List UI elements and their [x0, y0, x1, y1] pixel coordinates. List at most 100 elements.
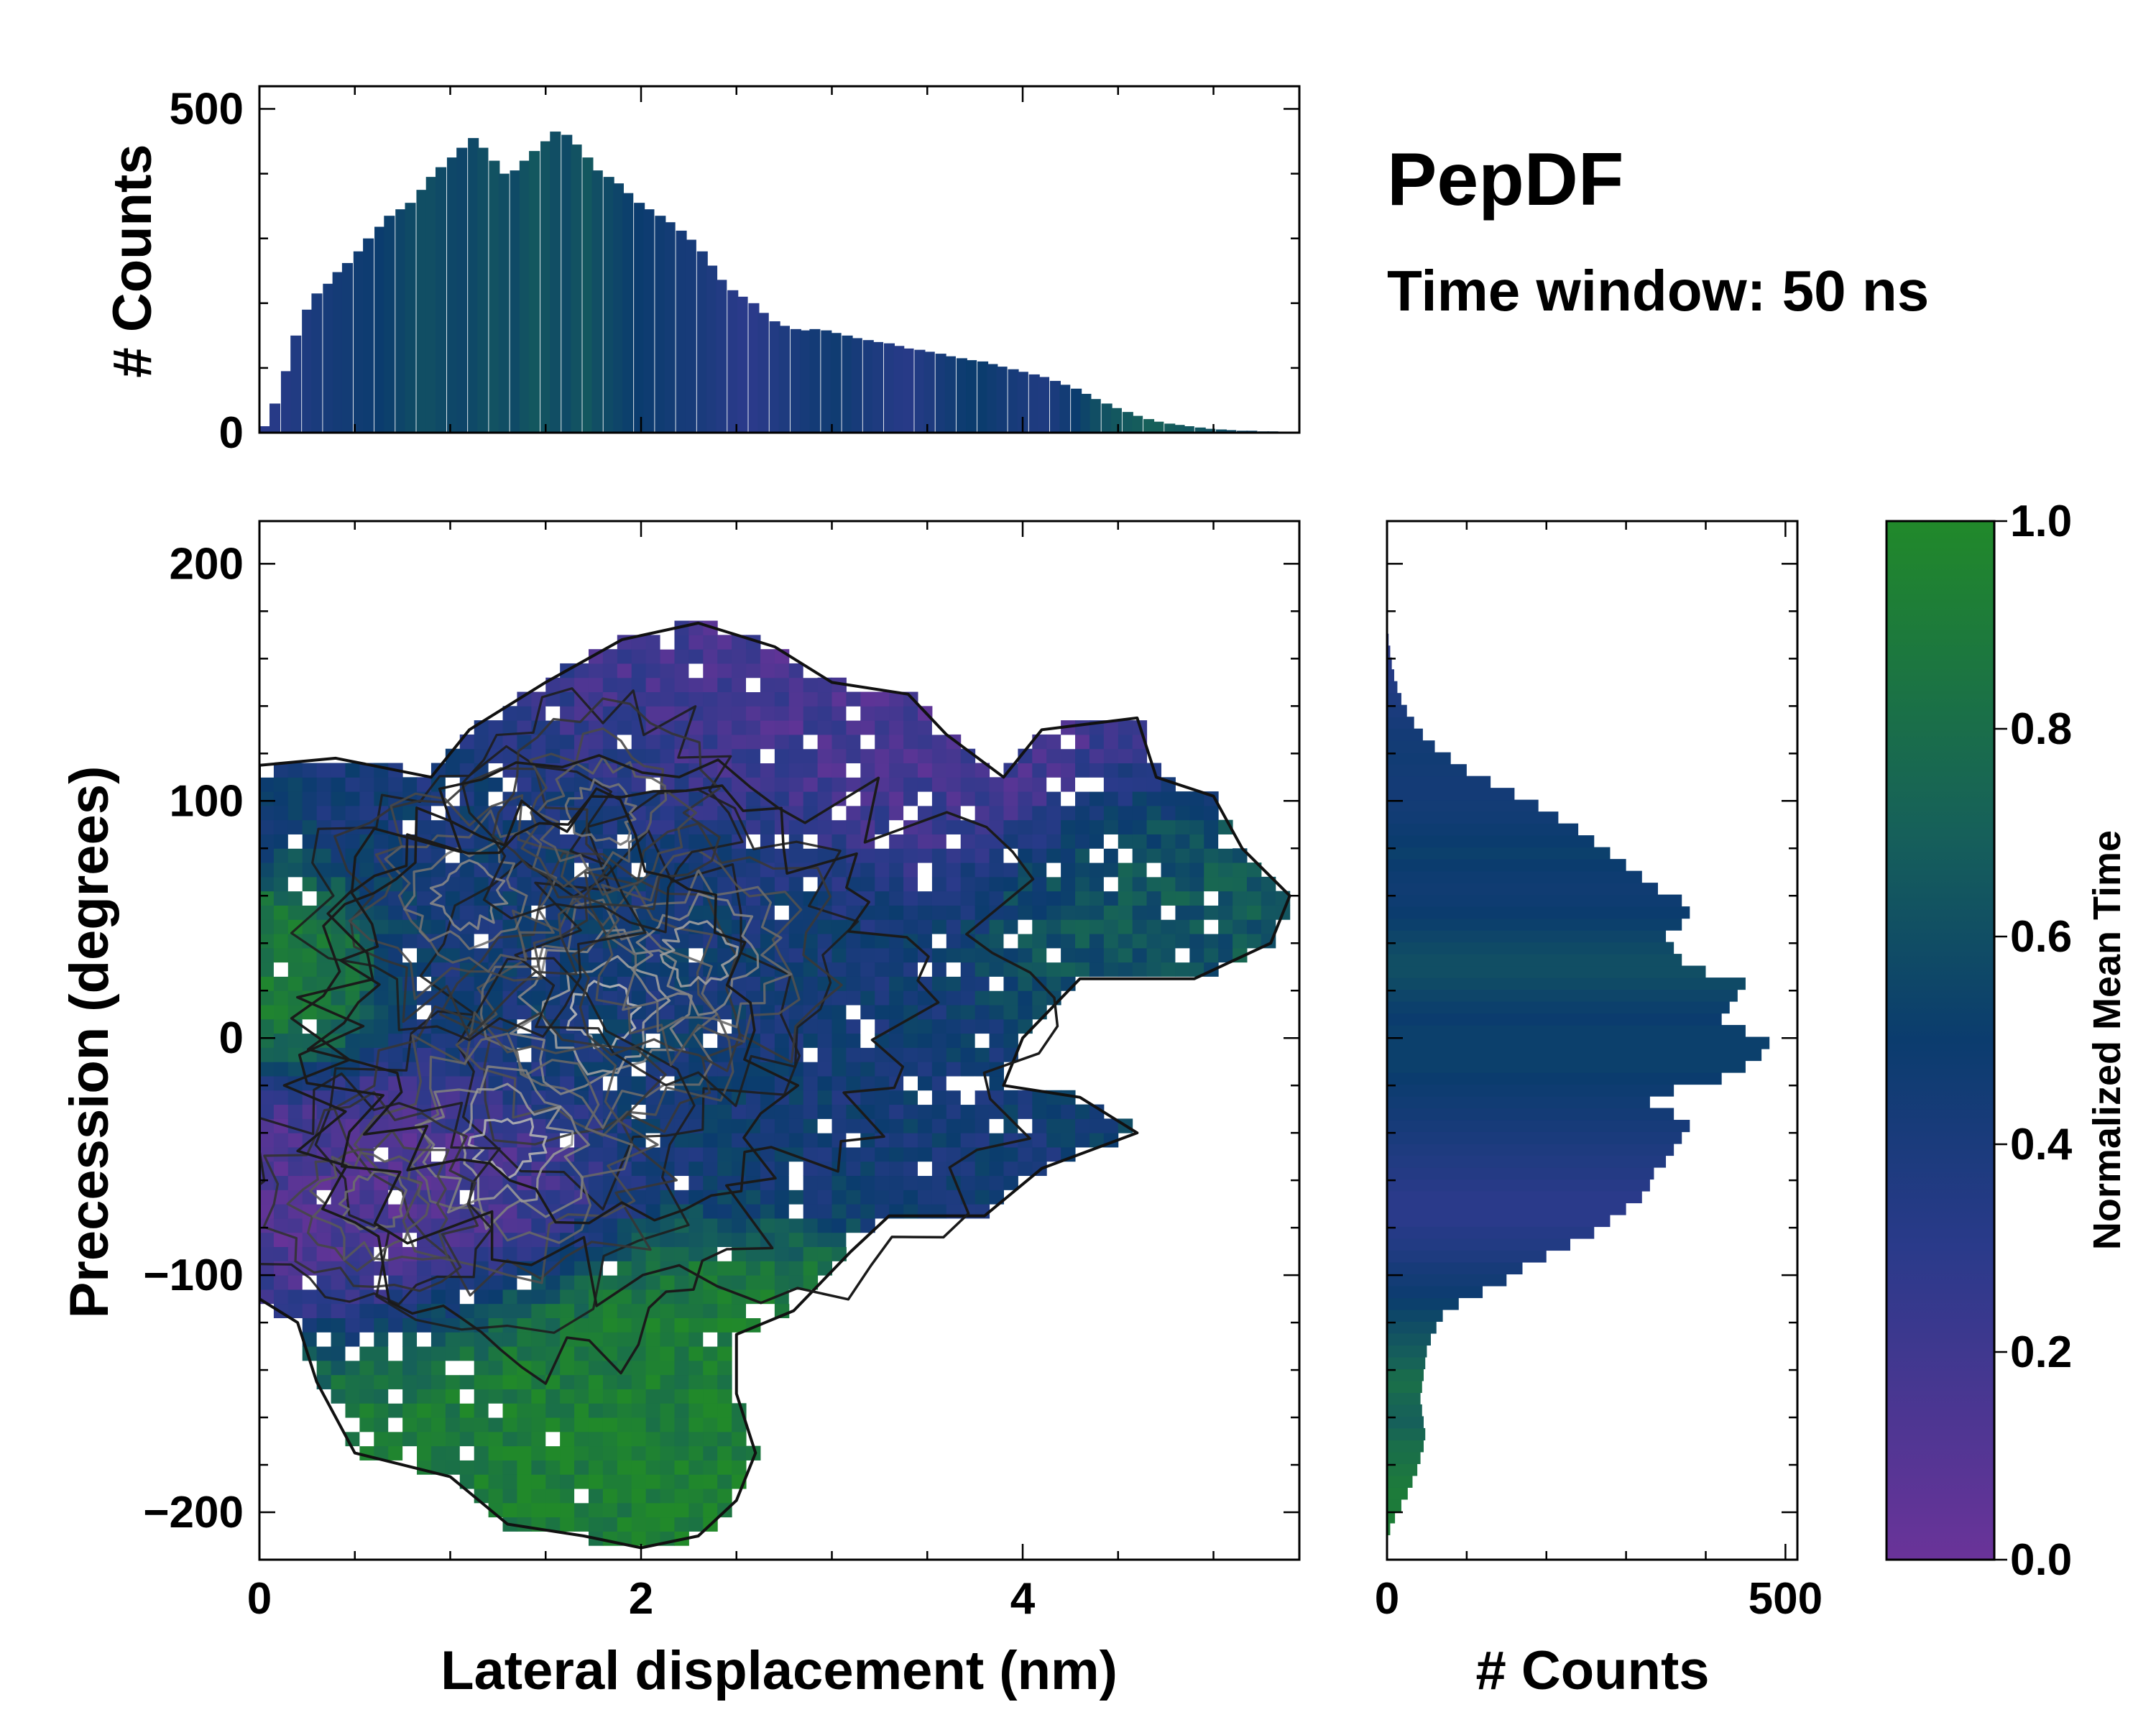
heatmap-cell [875, 1146, 890, 1162]
heatmap-cell [803, 1018, 819, 1034]
heatmap-cell [531, 1389, 546, 1404]
heatmap-cell [459, 1431, 475, 1447]
heatmap-cell [760, 763, 775, 778]
heatmap-cell [760, 1261, 775, 1276]
heatmap-cell [831, 1075, 847, 1091]
heatmap-cell [674, 1232, 689, 1248]
heatmap-cell [989, 1005, 1004, 1020]
heatmap-cell [1204, 819, 1219, 834]
heatmap-cell [474, 1431, 489, 1447]
heatmap-cell [1204, 891, 1219, 906]
heatmap-cell [975, 934, 990, 949]
heatmap-cell [459, 1289, 475, 1305]
heatmap-cell [560, 691, 575, 707]
heatmap-cell [374, 1374, 389, 1389]
heatmap-cell [445, 1317, 461, 1333]
heatmap-cell [688, 677, 704, 693]
heatmap-cell [774, 1246, 790, 1261]
heatmap-cell [746, 1275, 761, 1290]
heatmap-cell [488, 1232, 504, 1248]
heatmap-cell [774, 748, 790, 764]
heatmap-cell [1146, 791, 1162, 806]
heatmap-cell [631, 1303, 647, 1318]
heatmap-cell [602, 1489, 618, 1504]
heatmap-cell [788, 791, 804, 806]
heatmap-cell [259, 1190, 275, 1205]
heatmap-cell [917, 1133, 933, 1148]
heatmap-cell [875, 891, 890, 906]
heatmap-cell [1003, 990, 1018, 1006]
heatmap-cell [688, 1289, 704, 1305]
heatmap-cell [459, 805, 475, 821]
heatmap-cell [903, 1118, 918, 1133]
heatmap-cell [1246, 905, 1262, 920]
heatmap-cell [331, 1275, 346, 1290]
heatmap-cell [517, 1460, 532, 1475]
right-histogram-xtick-label: 0 [1375, 1574, 1399, 1624]
heatmap-cell [287, 1275, 303, 1290]
heatmap-cell [703, 1218, 718, 1233]
heatmap-cell [417, 1445, 432, 1460]
heatmap-cell [602, 1005, 618, 1020]
heatmap-cell [273, 1232, 289, 1248]
heatmap-cell [917, 791, 933, 806]
right-histogram-bar [1387, 1440, 1424, 1453]
heatmap-cell [402, 1403, 418, 1418]
heatmap-cell [746, 691, 761, 707]
heatmap-cell [817, 819, 833, 834]
heatmap-cell [846, 1146, 861, 1162]
top-histogram-ylabel: # Counts [102, 144, 163, 377]
heatmap-cell [617, 1018, 632, 1034]
top-histogram-bar [790, 328, 801, 433]
heatmap-cell [946, 919, 962, 934]
heatmap-cell [1018, 1005, 1033, 1020]
heatmap-cell [1075, 763, 1090, 778]
heatmap-cell [273, 805, 289, 821]
heatmap-cell [931, 777, 947, 792]
heatmap-cell [1218, 834, 1233, 849]
heatmap-cell [474, 1474, 489, 1489]
heatmap-cell [388, 848, 403, 863]
heatmap-cell [875, 934, 890, 949]
heatmap-cell [975, 1018, 990, 1034]
heatmap-cell [259, 763, 275, 778]
heatmap-cell [531, 1417, 546, 1432]
heatmap-cell [560, 1460, 575, 1475]
heatmap-cell [1218, 905, 1233, 920]
heatmap-cell [259, 1018, 275, 1034]
heatmap-cell [259, 1075, 275, 1091]
heatmap-cell [374, 1332, 389, 1347]
heatmap-cell [588, 1502, 604, 1518]
heatmap-cell [760, 720, 775, 735]
top-histogram-bar [1028, 374, 1040, 433]
heatmap-cell [316, 1360, 332, 1376]
heatmap-cell [788, 1175, 804, 1190]
heatmap-cell [545, 1175, 561, 1190]
heatmap-cell [831, 1133, 847, 1148]
heatmap-cell [674, 1502, 689, 1518]
heatmap-cell [674, 663, 689, 678]
heatmap-cell [1089, 834, 1105, 849]
heatmap-cell [445, 1104, 461, 1119]
heatmap-cell [1018, 777, 1033, 792]
top-histogram-bar [1225, 430, 1237, 433]
heatmap-cell [688, 1133, 704, 1148]
heatmap-cell [617, 1289, 632, 1305]
heatmap-cell [1061, 1133, 1076, 1148]
heatmap-cell [1003, 934, 1018, 949]
heatmap-cell [574, 706, 589, 721]
heatmap-cell [1175, 819, 1190, 834]
heatmap-cell [345, 805, 360, 821]
heatmap-cell [316, 1346, 332, 1361]
heatmap-cell [402, 934, 418, 949]
heatmap-cell [746, 1161, 761, 1177]
heatmap-cell [1146, 834, 1162, 849]
heatmap-cell [502, 1289, 517, 1305]
heatmap-cell [732, 706, 747, 721]
heatmap-cell [660, 649, 675, 664]
heatmap-cell [674, 1389, 689, 1404]
heatmap-cell [445, 791, 461, 806]
heatmap-cell [717, 905, 732, 920]
heatmap-cell [860, 1161, 875, 1177]
heatmap-cell [617, 734, 632, 750]
